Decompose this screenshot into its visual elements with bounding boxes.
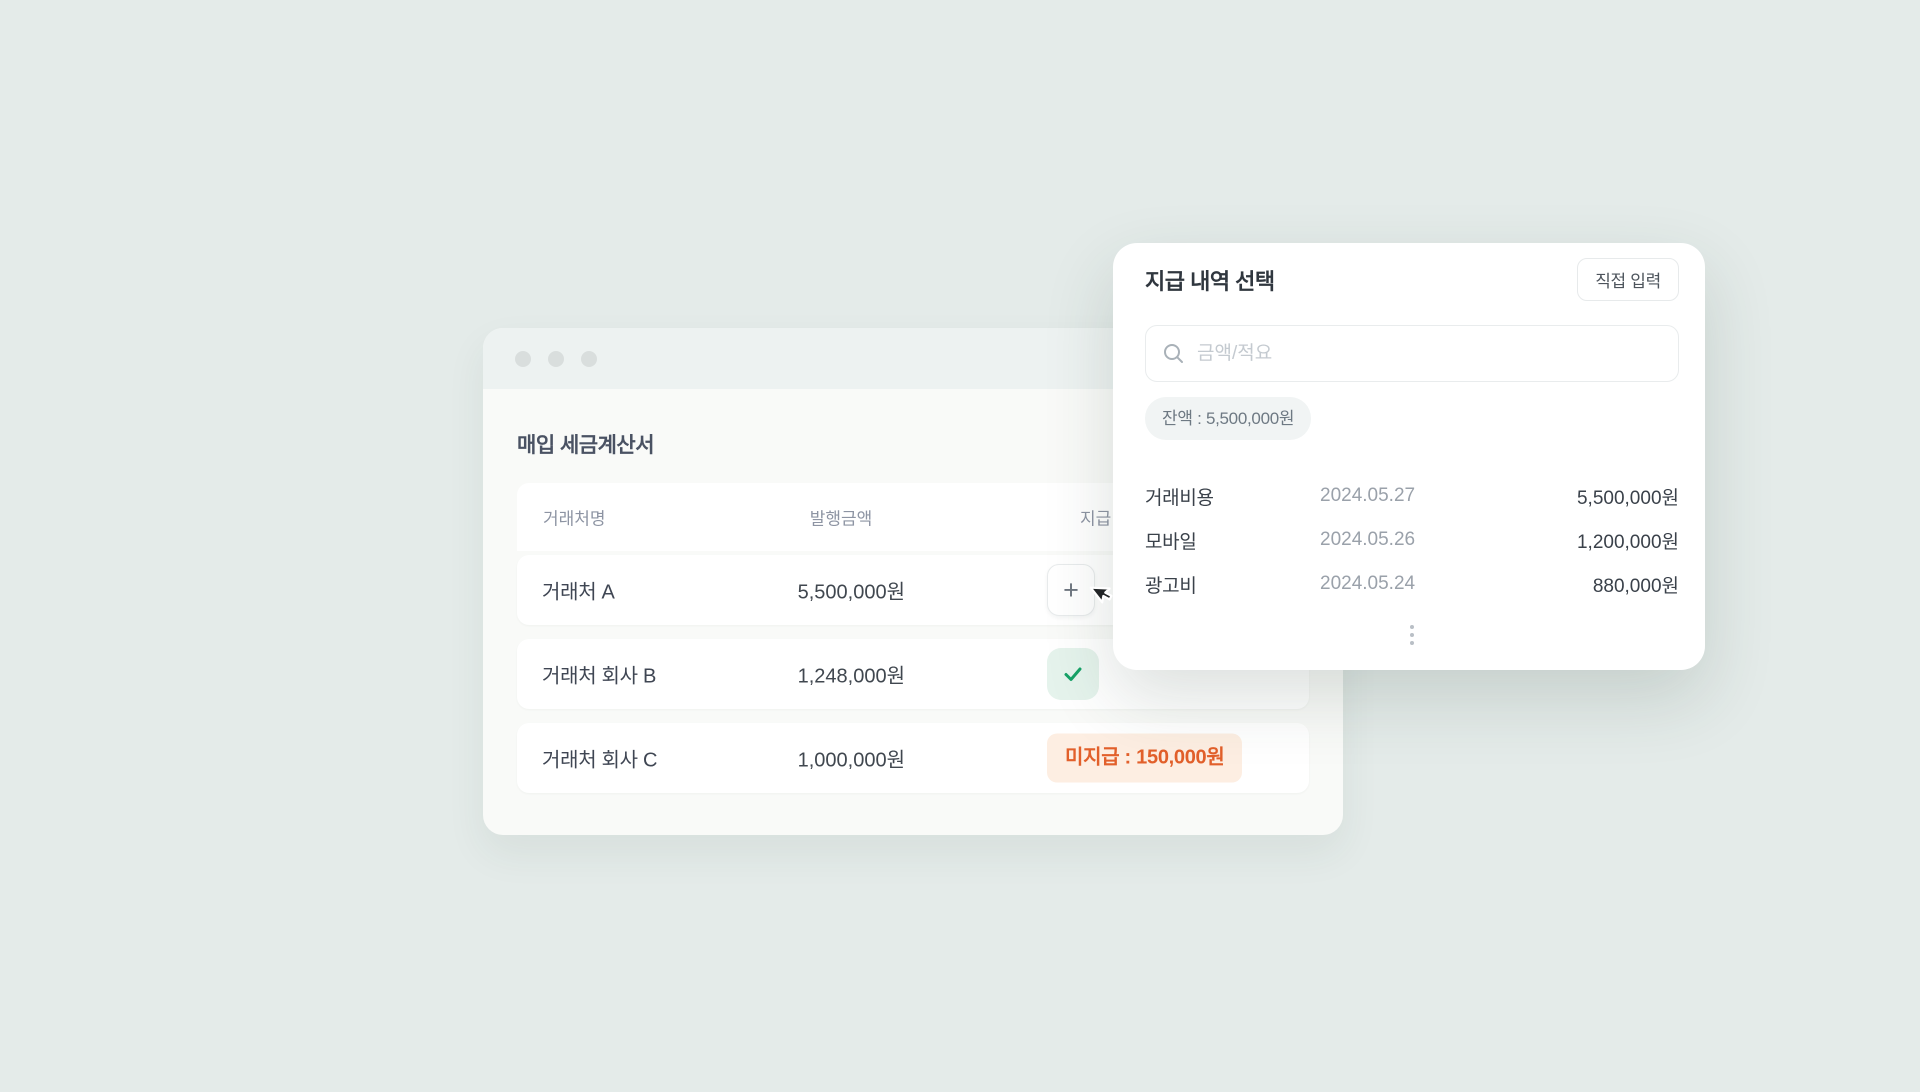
table-row: 거래처 회사 B 1,248,000원 bbox=[517, 639, 1309, 709]
popup-title: 지급 내역 선택 bbox=[1145, 268, 1275, 294]
column-header-amount: 발행금액 bbox=[809, 509, 873, 529]
vendor-name: 거래처 회사 C bbox=[542, 749, 658, 772]
add-payment-button[interactable]: + bbox=[1047, 564, 1095, 616]
entry-label: 광고비 bbox=[1145, 575, 1197, 597]
column-header-vendor: 거래처명 bbox=[543, 509, 606, 529]
more-items-ellipsis-icon bbox=[1145, 625, 1679, 645]
balance-badge: 잔액 : 5,500,000원 bbox=[1145, 397, 1312, 440]
table-row: 거래처 회사 C 1,000,000원 미지급 : 150,000원 bbox=[517, 723, 1309, 793]
payment-entry[interactable]: 광고비 2024.05.24 880,000원 bbox=[1145, 562, 1679, 606]
entry-amount: 1,200,000원 bbox=[1576, 531, 1679, 553]
entry-amount: 880,000원 bbox=[1592, 575, 1679, 597]
window-control-dot bbox=[581, 350, 597, 367]
entry-label: 거래비용 bbox=[1145, 487, 1214, 509]
plus-icon: + bbox=[1063, 574, 1079, 605]
entry-label: 모바일 bbox=[1145, 531, 1197, 553]
payment-select-popup: 지급 내역 선택 직접 입력 잔액 : 5,500,000원 거래비용 2024… bbox=[1113, 243, 1705, 670]
paid-status-chip bbox=[1047, 648, 1099, 700]
direct-input-button[interactable]: 직접 입력 bbox=[1577, 258, 1679, 301]
check-icon bbox=[1064, 667, 1082, 681]
payment-entry[interactable]: 모바일 2024.05.26 1,200,000원 bbox=[1145, 518, 1679, 562]
unpaid-status-badge: 미지급 : 150,000원 bbox=[1047, 733, 1243, 783]
payment-entry[interactable]: 거래비용 2024.05.27 5,500,000원 bbox=[1145, 474, 1679, 518]
entry-date: 2024.05.24 bbox=[1320, 573, 1416, 594]
search-input[interactable] bbox=[1197, 342, 1662, 365]
payment-entry-list: 거래비용 2024.05.27 5,500,000원 모바일 2024.05.2… bbox=[1145, 474, 1679, 606]
vendor-name: 거래처 A bbox=[542, 581, 615, 604]
entry-date: 2024.05.27 bbox=[1320, 485, 1416, 506]
page-title: 매입 세금계산서 bbox=[517, 434, 655, 457]
issued-amount: 1,248,000원 bbox=[797, 665, 905, 688]
entry-amount: 5,500,000원 bbox=[1576, 487, 1679, 509]
entry-date: 2024.05.26 bbox=[1320, 529, 1416, 550]
issued-amount: 5,500,000원 bbox=[797, 581, 905, 604]
vendor-name: 거래처 회사 B bbox=[542, 665, 657, 688]
window-control-dot bbox=[515, 350, 531, 367]
issued-amount: 1,000,000원 bbox=[797, 749, 905, 772]
search-field[interactable] bbox=[1145, 325, 1679, 382]
search-icon bbox=[1164, 344, 1183, 363]
window-control-dot bbox=[548, 350, 564, 367]
